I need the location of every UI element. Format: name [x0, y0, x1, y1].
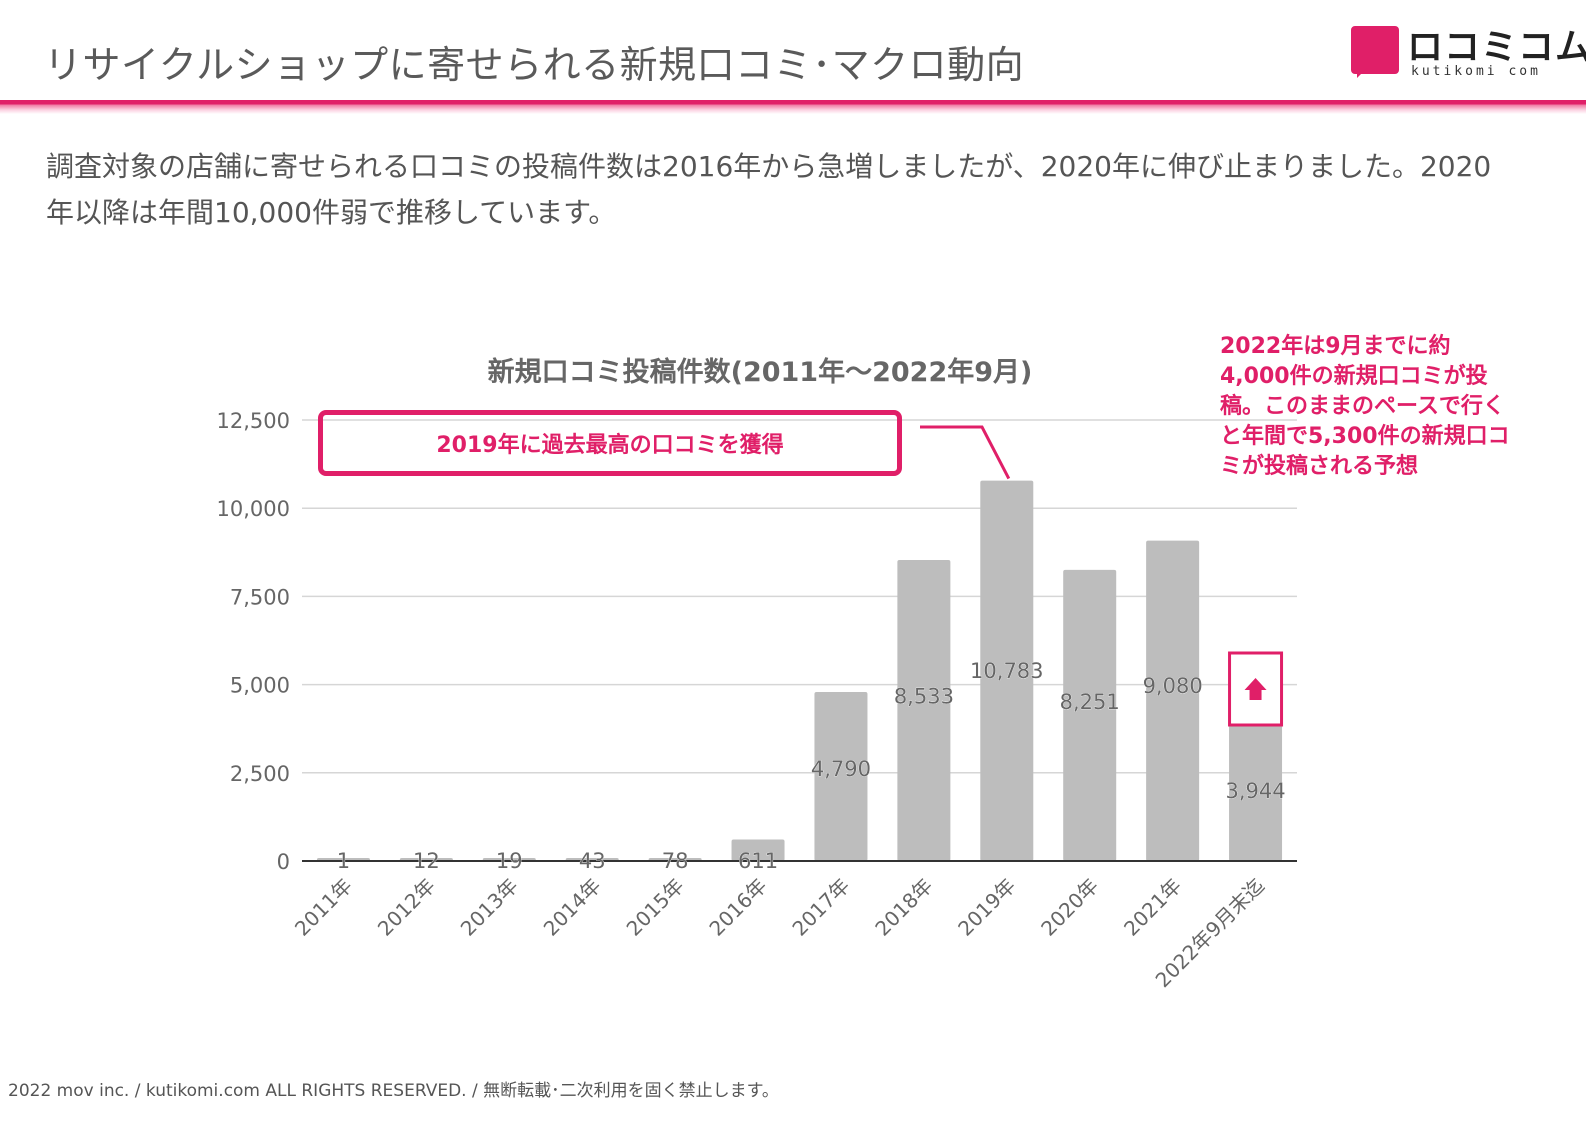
x-tick-label: 2020年 — [1036, 874, 1103, 941]
header-divider — [0, 100, 1586, 114]
page-title: リサイクルショップに寄せられる新規口コミ･マクロ動向 — [44, 43, 1025, 87]
data-label: 78 — [662, 849, 689, 873]
up-arrow-icon — [1244, 678, 1267, 700]
bar — [731, 839, 785, 861]
x-tick-label: 2018年 — [870, 874, 937, 941]
bar — [980, 480, 1034, 861]
y-tick-label: 5,000 — [230, 674, 290, 698]
copyright-footer: 2022 mov inc. / kutikomi.com ALL RIGHTS … — [8, 1081, 779, 1101]
speech-bubble-icon — [1351, 26, 1399, 74]
x-axis-ticks: 2011年 2012年 2013年 2014年 2015年 2016年 2017年 2018年… — [290, 874, 1269, 993]
data-label: 12 — [413, 849, 440, 873]
data-label: 19 — [496, 849, 523, 873]
data-label: 1 — [337, 849, 350, 873]
x-tick-label: 2017年 — [787, 874, 854, 941]
callout-leader-line — [920, 425, 1011, 480]
peak-callout: 2019年に過去最高の口コミを獲得 — [318, 410, 902, 476]
bar — [897, 559, 951, 861]
data-label: 3,944 — [1225, 779, 1285, 803]
peak-callout-text: 2019年に過去最高の口コミを獲得 — [436, 433, 784, 458]
data-label: 43 — [579, 849, 606, 873]
forecast-note: 2022年は9月までに約4,000件の新規口コミが投稿。このままのペースで行くと… — [1220, 334, 1510, 479]
x-tick-label: 2016年 — [704, 874, 771, 941]
x-tick-label: 2012年 — [373, 874, 440, 941]
chart-grid — [302, 419, 1297, 774]
y-tick-label: 7,500 — [230, 585, 290, 609]
data-label: 10,783 — [970, 659, 1043, 683]
y-tick-label: 0 — [277, 850, 290, 874]
bar — [1146, 540, 1200, 861]
intro-paragraph: 調査対象の店舗に寄せられる口コミの投稿件数は2016年から急増しましたが、202… — [46, 150, 1492, 229]
x-tick-label: 2015年 — [622, 874, 689, 941]
annotations — [920, 425, 1284, 727]
logo-subtitle: kutikomi com — [1411, 64, 1541, 79]
x-tick-label: 2014年 — [539, 874, 606, 941]
chart-bars — [316, 480, 1283, 861]
y-tick-label: 2,500 — [230, 762, 290, 786]
data-label: 8,533 — [894, 684, 954, 708]
x-tick-label: 2011年 — [290, 874, 357, 941]
x-tick-label: 2019年 — [953, 874, 1020, 941]
data-label: 9,080 — [1143, 674, 1203, 698]
logo-name: ロコミコム — [1407, 27, 1586, 68]
y-tick-label: 12,500 — [217, 409, 290, 433]
chart-title: 新規口コミ投稿件数(2011年〜2022年9月) — [487, 357, 1033, 388]
y-axis-ticks: 0 2,500 5,000 7,500 10,000 12,500 — [217, 409, 290, 874]
data-label: 4,790 — [811, 757, 871, 781]
data-label: 611 — [738, 849, 778, 873]
y-tick-label: 10,000 — [217, 497, 290, 521]
x-tick-label: 2021年 — [1119, 874, 1186, 941]
x-tick-label: 2013年 — [456, 874, 523, 941]
bar — [814, 692, 868, 861]
data-labels: 1 12 19 43 78 611 4,790 8,533 10,783 8,251 9,080 3,… — [336, 659, 1285, 874]
bar — [1229, 721, 1283, 861]
data-label: 8,251 — [1060, 690, 1120, 714]
bar — [1063, 569, 1117, 861]
brand-logo[interactable]: ロコミコム kutikomi com — [1351, 24, 1586, 80]
speech-bubble-tail — [1357, 68, 1367, 78]
